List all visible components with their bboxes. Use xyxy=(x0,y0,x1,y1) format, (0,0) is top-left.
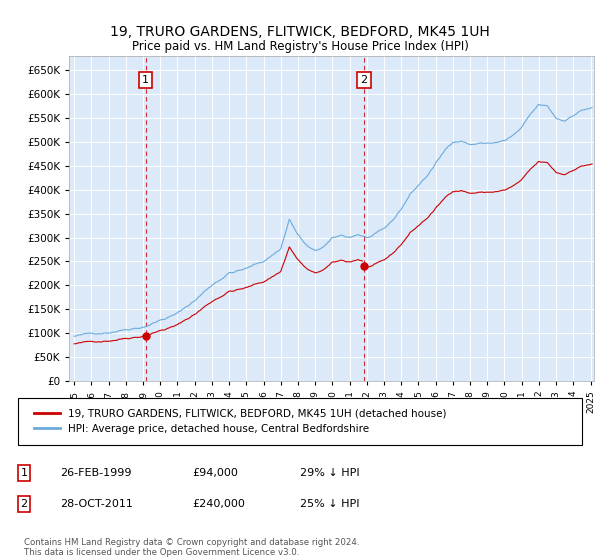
Text: 2: 2 xyxy=(20,499,28,509)
Text: 2: 2 xyxy=(360,75,367,85)
Text: 1: 1 xyxy=(142,75,149,85)
Text: £240,000: £240,000 xyxy=(192,499,245,509)
Text: 25% ↓ HPI: 25% ↓ HPI xyxy=(300,499,359,509)
FancyBboxPatch shape xyxy=(18,398,582,445)
Text: 29% ↓ HPI: 29% ↓ HPI xyxy=(300,468,359,478)
Text: 26-FEB-1999: 26-FEB-1999 xyxy=(60,468,131,478)
Text: Price paid vs. HM Land Registry's House Price Index (HPI): Price paid vs. HM Land Registry's House … xyxy=(131,40,469,53)
Legend: 19, TRURO GARDENS, FLITWICK, BEDFORD, MK45 1UH (detached house), HPI: Average pr: 19, TRURO GARDENS, FLITWICK, BEDFORD, MK… xyxy=(29,404,452,439)
Text: 1: 1 xyxy=(20,468,28,478)
Text: 19, TRURO GARDENS, FLITWICK, BEDFORD, MK45 1UH: 19, TRURO GARDENS, FLITWICK, BEDFORD, MK… xyxy=(110,25,490,39)
Text: Contains HM Land Registry data © Crown copyright and database right 2024.
This d: Contains HM Land Registry data © Crown c… xyxy=(24,538,359,557)
Text: 28-OCT-2011: 28-OCT-2011 xyxy=(60,499,133,509)
Text: £94,000: £94,000 xyxy=(192,468,238,478)
